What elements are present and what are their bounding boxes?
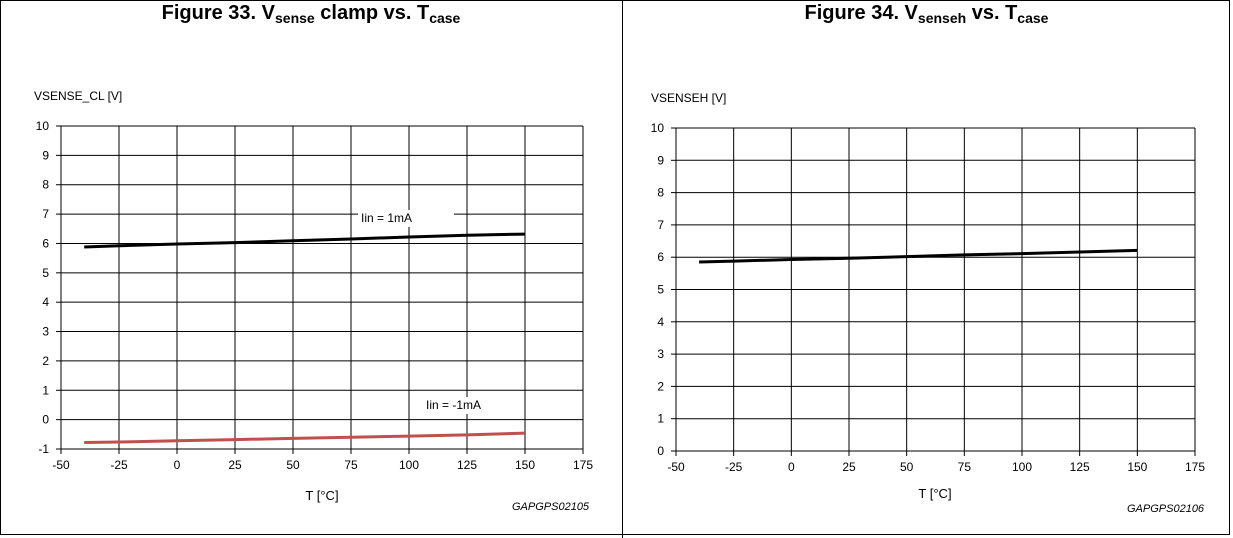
y-tick-label: 9 [657,153,664,167]
x-tick-label: -50 [667,460,685,474]
x-tick-label: 150 [515,458,535,472]
y-tick-label: 5 [42,266,49,280]
y-tick-label: 1 [657,412,664,426]
y-tick-label: 1 [42,383,49,397]
x-tick-label: 100 [399,458,419,472]
y-tick-label: 5 [657,283,664,297]
figure-33-chart: -50 -25 0 25 50 75 100 125 150 175 -1 0 1 2 3 4 5 6 7 8 9 10 V… [34,89,593,503]
y-tick-label: 10 [651,121,665,135]
y-tick-label: 4 [657,315,664,329]
y-tick-label: 7 [42,207,49,221]
x-tick-label: 125 [1070,460,1090,474]
title-subscript: senseh [917,10,967,26]
figure-34-code: GAPGPS02106 [1127,503,1205,515]
y-tick-label: 8 [657,186,664,200]
x-tick-label: 175 [573,458,593,472]
title-middle: vs. T [966,2,1018,24]
series-label: Iin = -1mA [426,398,481,412]
title-subscript: case [1017,10,1049,26]
x-tick-label: 75 [344,458,358,472]
x-tick-label: 150 [1127,460,1147,474]
series-line [84,431,526,444]
x-tick-label: 175 [1185,460,1205,474]
title-subscript: sense [275,10,315,26]
x-tick-label: 25 [228,458,242,472]
x-axis-label: T [°C] [918,486,951,501]
y-tick-label: 3 [657,347,664,361]
panel-divider [622,0,623,538]
y-tick-label: 2 [42,354,49,368]
y-tick-label: 2 [657,379,664,393]
figure-33-code: GAPGPS02105 [512,501,590,513]
y-tick-label: 6 [42,236,49,250]
y-tick-label: 10 [36,119,50,133]
x-tick-label: 0 [788,460,795,474]
x-tick-label: 50 [900,460,914,474]
series-label-background [358,210,454,227]
y-tick-label: -1 [38,442,49,456]
y-tick-label: 0 [42,413,49,427]
y-axis-label: VSENSE_CL [V] [34,89,122,103]
title-subscript: case [429,10,461,26]
x-tick-label: 100 [1012,460,1032,474]
y-tick-label: 0 [657,444,664,458]
figure-34-title: Figure 34. Vsenseh vs. Tcase [623,2,1230,26]
series-line [84,232,526,249]
x-axis-label: T [°C] [305,488,338,503]
y-tick-label: 9 [42,148,49,162]
series-line [699,248,1138,264]
title-prefix: Figure 34. V [804,2,918,24]
y-tick-label: 6 [657,250,664,264]
x-tick-label: 75 [958,460,972,474]
series-label-background [423,397,513,414]
x-tick-label: -25 [725,460,743,474]
x-tick-label: 50 [286,458,300,472]
y-tick-label: 3 [42,325,49,339]
x-tick-label: 0 [174,458,181,472]
y-axis-label: VSENSEH [V] [651,91,726,105]
title-prefix: Figure 33. V [161,2,275,24]
figure-34-chart: -50 -25 0 25 50 75 100 125 150 175 0 1 2 3 4 5 6 7 8 9 10 VSE… [651,91,1206,501]
series-label: Iin = 1mA [361,211,412,225]
figure-33-title: Figure 33. Vsense clamp vs. Tcase [0,2,622,26]
y-tick-label: 4 [42,295,49,309]
x-tick-label: 125 [457,458,477,472]
x-tick-label: -25 [110,458,128,472]
x-tick-label: -50 [52,458,70,472]
figure-34-panel: Figure 34. Vsenseh vs. Tcase -50 -25 0 25 50… [623,0,1230,538]
figure-33-panel: Figure 33. Vsense clamp vs. Tcase -50 -25… [0,2,622,513]
x-tick-label: 25 [842,460,856,474]
y-tick-label: 8 [42,178,49,192]
title-middle: clamp vs. T [314,2,430,24]
y-tick-label: 7 [657,218,664,232]
